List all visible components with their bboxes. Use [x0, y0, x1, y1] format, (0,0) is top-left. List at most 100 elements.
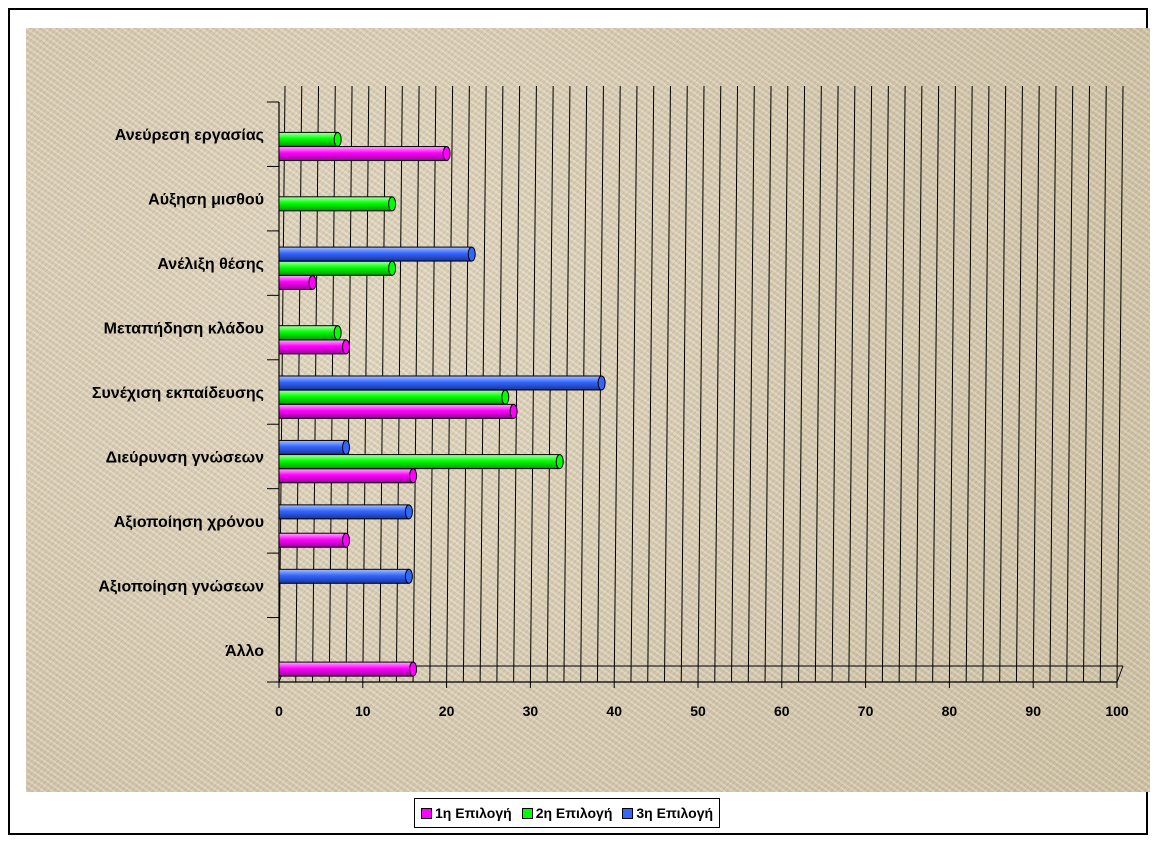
- grid-line: [881, 85, 889, 683]
- legend-label-series-1: 1η Επιλογή: [435, 805, 512, 821]
- category-label: Μεταπήδηση κλάδου: [104, 321, 264, 338]
- bar: [278, 339, 347, 355]
- category-label: Αξιοποίηση γνώσεων: [98, 578, 264, 595]
- grid-line: [1049, 85, 1057, 683]
- plot-area-background: [26, 28, 1150, 792]
- grid-line: [965, 85, 973, 683]
- bar-end-cap: [342, 439, 351, 455]
- grid-line: [1015, 85, 1023, 683]
- category-label: Αξιοποίηση χρόνου: [114, 514, 264, 531]
- grid-line: [982, 85, 990, 683]
- legend-label-series-3: 3η Επιλογή: [636, 805, 714, 821]
- x-tick-label: 10: [355, 703, 371, 719]
- grid-line: [1032, 85, 1040, 683]
- grid-line: [898, 85, 906, 683]
- floor-edge-right: [1116, 665, 1124, 683]
- bar: [278, 568, 410, 584]
- axis-labels: 0 10 20 30 40 50 60 70 80 90 100 Ανεύρεση εργασίας Α…: [92, 127, 1129, 719]
- bar-end-cap: [388, 196, 397, 212]
- bar-end-cap: [467, 246, 476, 262]
- x-tick-label: 100: [1105, 703, 1129, 719]
- grid-line: [613, 85, 621, 683]
- grid-line: [948, 85, 956, 683]
- grid-line: [1116, 85, 1124, 683]
- grid-line: [814, 85, 822, 683]
- category-label: Συνέχιση εκπαίδευσης: [92, 385, 264, 402]
- bar: [278, 196, 393, 212]
- grid-line: [731, 85, 739, 683]
- bar: [278, 246, 473, 262]
- x-tick-label: 80: [942, 703, 958, 719]
- x-tick-label: 40: [606, 703, 622, 719]
- bar-end-cap: [597, 375, 606, 391]
- x-tick-label: 70: [858, 703, 874, 719]
- x-tick-label: 50: [690, 703, 706, 719]
- grid-line: [697, 85, 705, 683]
- category-label: Αύξηση μισθού: [148, 192, 264, 209]
- bar-end-cap: [342, 532, 351, 548]
- category-label: Ανεύρεση εργασίας: [115, 127, 264, 144]
- legend-item-series-3: 3η Επιλογή: [622, 805, 713, 821]
- bar-end-cap: [409, 661, 418, 677]
- bar: [278, 389, 506, 405]
- grid-line: [781, 85, 789, 683]
- grid-line: [1066, 85, 1074, 683]
- legend: 1η Επιλογή 2η Επιλογή 3η Επιλογή: [414, 798, 721, 828]
- grid-line: [1099, 85, 1107, 683]
- x-tick-label: 60: [774, 703, 790, 719]
- x-tick-label: 0: [275, 703, 283, 719]
- grid-line: [932, 85, 940, 683]
- bar-end-cap: [501, 389, 510, 405]
- grid-line: [663, 85, 671, 683]
- bar-end-cap: [333, 131, 342, 147]
- bar: [278, 454, 561, 470]
- grid-line: [747, 85, 755, 683]
- grid-line: [798, 85, 806, 683]
- bar: [278, 375, 603, 391]
- category-label: Άλλο: [225, 643, 264, 660]
- bar-end-cap: [509, 403, 518, 419]
- category-label: Ανέλιξη θέσης: [157, 256, 264, 273]
- bar-end-cap: [442, 146, 451, 162]
- grid-line: [915, 85, 923, 683]
- grid-line: [865, 85, 873, 683]
- grid-line: [764, 85, 772, 683]
- bar: [278, 468, 414, 484]
- legend-swatch-series-1: [421, 807, 432, 819]
- bar: [278, 325, 339, 341]
- legend-label-series-2: 2η Επιλογή: [535, 805, 613, 821]
- grid-line: [831, 85, 839, 683]
- bar: [278, 403, 515, 419]
- bar: [278, 504, 410, 520]
- bar: [278, 146, 448, 162]
- bar-end-cap: [555, 454, 564, 470]
- bar-end-cap: [342, 339, 351, 355]
- bars: [278, 131, 606, 677]
- legend-swatch-series-2: [521, 807, 533, 819]
- category-label: Διεύρυνση γνώσεων: [106, 449, 264, 466]
- grid-line: [999, 85, 1007, 683]
- x-tick-label: 90: [1025, 703, 1041, 719]
- grid-line: [647, 85, 655, 683]
- grid-line: [630, 85, 638, 683]
- bar-end-cap: [308, 274, 317, 290]
- bar-end-cap: [333, 325, 342, 341]
- bar-end-cap: [388, 260, 397, 276]
- legend-item-series-1: 1η Επιλογή: [421, 805, 512, 821]
- grid-line: [1082, 85, 1090, 683]
- bar: [278, 661, 414, 677]
- bar-end-cap: [404, 568, 413, 584]
- bar: [278, 260, 393, 276]
- x-tick-label: 20: [439, 703, 455, 719]
- bar-end-cap: [404, 504, 413, 520]
- grid-line: [714, 85, 722, 683]
- bar: [278, 439, 347, 455]
- x-tick-label: 30: [523, 703, 539, 719]
- bar: [278, 532, 347, 548]
- bar-end-cap: [409, 468, 418, 484]
- bar: [278, 131, 339, 147]
- grid-line: [680, 85, 688, 683]
- bar: [278, 274, 314, 290]
- legend-swatch-series-3: [622, 807, 634, 819]
